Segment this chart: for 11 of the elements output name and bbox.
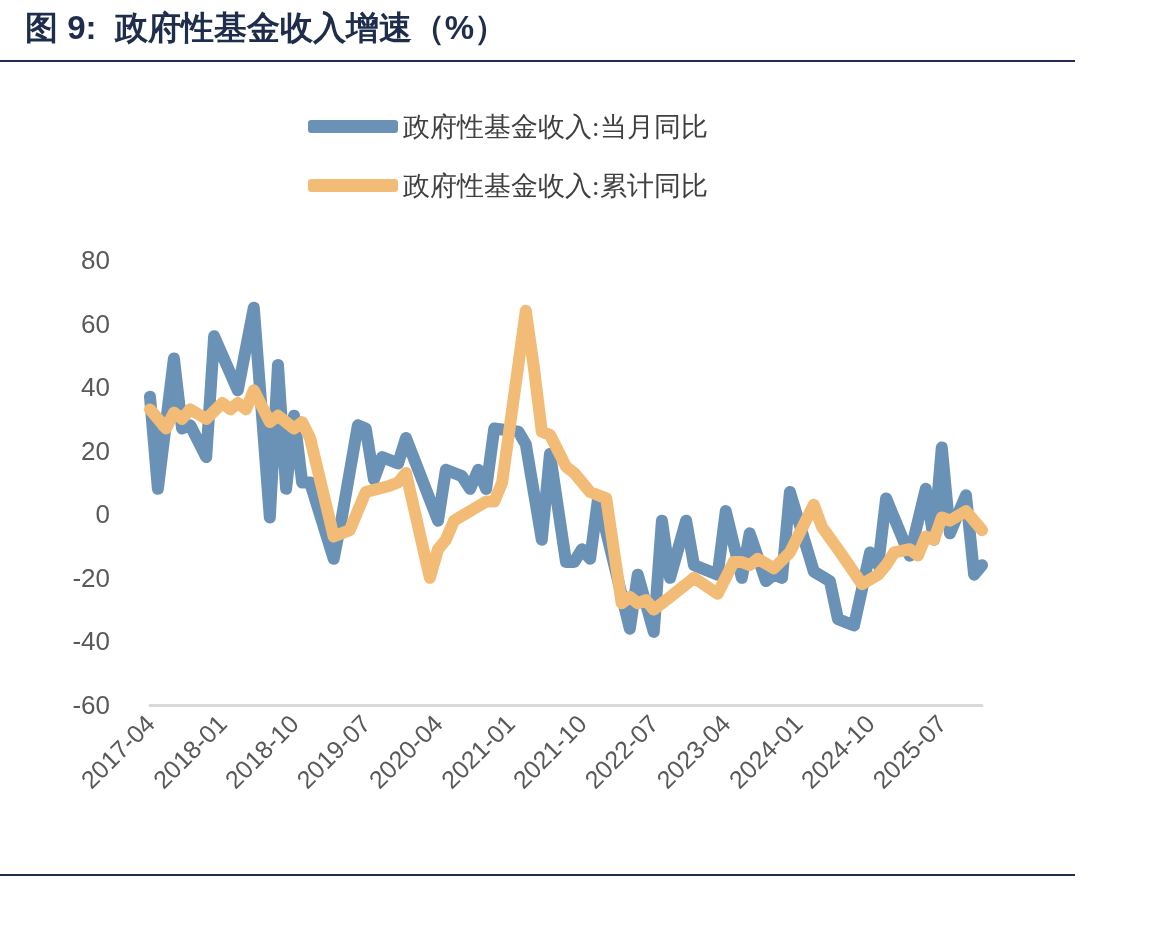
- legend-label: 政府性基金收入:当月同比: [403, 111, 708, 142]
- y-tick-label: 20: [81, 435, 110, 466]
- y-tick-label: -20: [72, 562, 110, 593]
- y-tick-label: 0: [95, 499, 110, 530]
- chart-title: 图 9: 政府性基金收入增速（%）: [25, 9, 508, 46]
- y-tick-label: -60: [72, 690, 110, 720]
- y-tick-label: -40: [72, 626, 110, 657]
- y-tick-label: 40: [81, 372, 110, 403]
- y-tick-label: 80: [81, 245, 110, 275]
- legend-label: 政府性基金收入:累计同比: [403, 170, 708, 201]
- y-tick-label: 60: [81, 308, 110, 339]
